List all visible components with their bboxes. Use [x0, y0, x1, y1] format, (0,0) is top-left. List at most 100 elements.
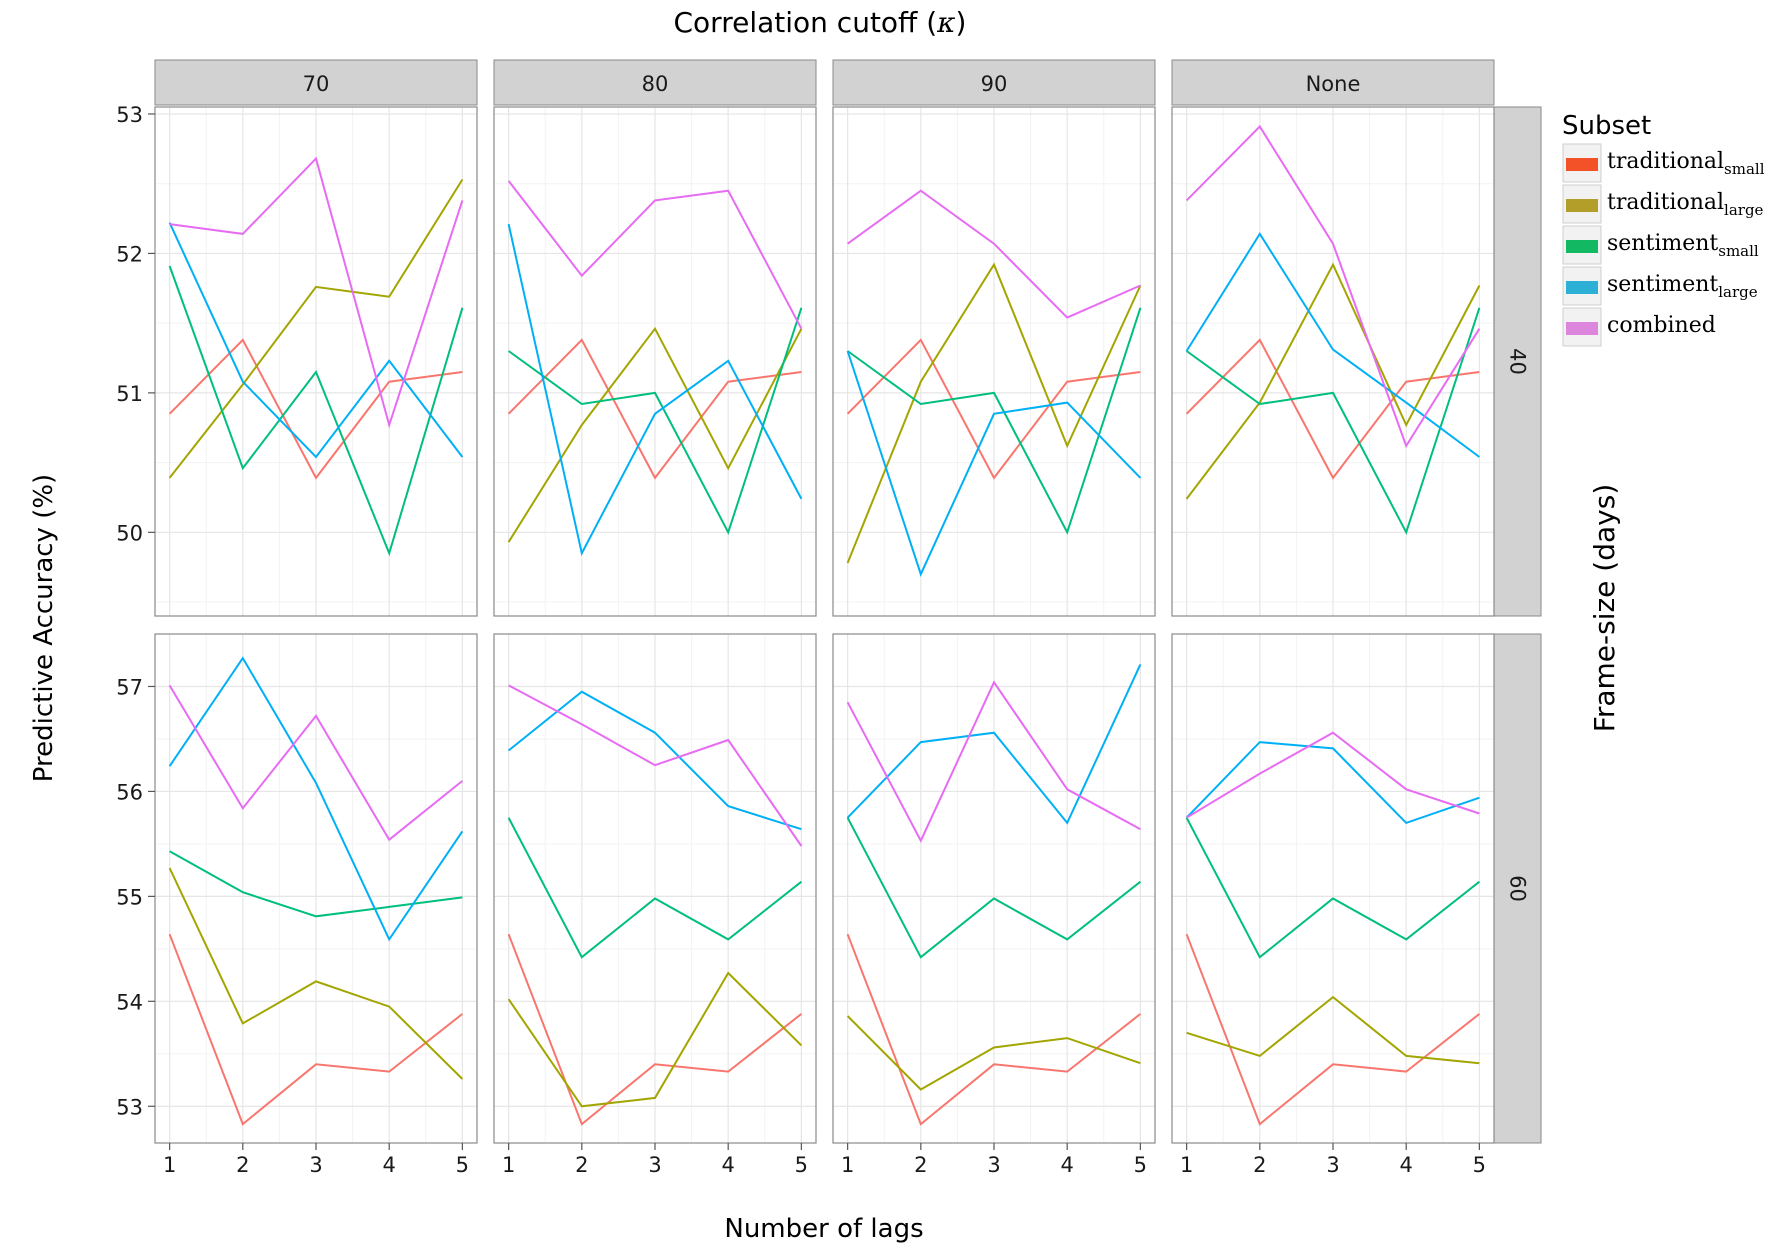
legend-swatch [1566, 281, 1598, 294]
series-line [846, 338, 1141, 480]
x-axis-label: Number of lags [724, 1214, 923, 1244]
series-line [846, 350, 1142, 577]
legend-label: traditionalsmall [1607, 149, 1765, 178]
col-strip-label: 70 [303, 72, 330, 96]
row-strip [1493, 106, 1542, 617]
x-tick-label: 5 [456, 1153, 469, 1177]
series-line [846, 933, 1142, 1126]
panel [832, 106, 1156, 617]
legend-label: sentimentsmall [1607, 231, 1759, 260]
series-line [168, 867, 464, 1080]
series-line [507, 817, 803, 959]
chart-title: Correlation cutoff (κ) [674, 6, 967, 39]
legend-swatch [1566, 240, 1598, 253]
legend-title: Subset [1562, 111, 1651, 141]
series-line [168, 222, 464, 459]
panel [493, 633, 817, 1144]
y-axis-label: Predictive Accuracy (%) [29, 474, 59, 782]
col-strip [1171, 59, 1495, 106]
series-line [846, 680, 1141, 843]
x-tick-label: 2 [575, 1153, 588, 1177]
series-line [1186, 307, 1481, 535]
y-tick-label: 57 [116, 675, 143, 699]
row-facet-axis-label: Frame-size (days) [1588, 484, 1621, 732]
panel-border [154, 106, 478, 617]
y-tick-label: 53 [116, 103, 143, 127]
series-line [507, 971, 803, 1108]
legend-swatch [1566, 158, 1598, 171]
series-line [168, 338, 463, 480]
series-line [846, 1015, 1141, 1091]
legend-label: sentimentlarge [1607, 272, 1758, 301]
x-tick-label: 3 [987, 1153, 1000, 1177]
series-line [168, 265, 464, 557]
y-tick-label: 51 [116, 382, 143, 406]
series-line [507, 338, 802, 480]
x-tick-label: 5 [1473, 1153, 1486, 1177]
series-line [1185, 124, 1481, 449]
series-line [169, 156, 464, 429]
x-tick-label: 1 [841, 1153, 854, 1177]
x-tick-label: 2 [236, 1153, 249, 1177]
panel-border [832, 106, 1156, 617]
series-line [168, 178, 464, 479]
series-line [1186, 731, 1480, 819]
series-line [507, 933, 803, 1126]
panel [1171, 106, 1495, 617]
series-line [846, 262, 1142, 564]
x-tick-label: 2 [914, 1153, 927, 1177]
series-line [507, 223, 803, 557]
panel [493, 106, 817, 617]
legend-label: combined [1607, 313, 1716, 338]
y-tick-label: 55 [116, 885, 143, 909]
y-tick-label: 56 [116, 780, 143, 804]
panel-border [1171, 106, 1495, 617]
legend-swatch [1566, 322, 1598, 335]
y-tick-label: 53 [116, 1095, 143, 1119]
series-line [1185, 262, 1481, 500]
series-line [168, 656, 464, 942]
series-line [1186, 995, 1480, 1065]
col-strip [832, 59, 1156, 106]
panel [154, 106, 478, 617]
series-line [508, 684, 803, 847]
legend: Subset traditionalsmall traditionallarge s… [1562, 111, 1765, 347]
panel [154, 633, 478, 1144]
series-line [846, 817, 1142, 959]
x-tick-label: 3 [648, 1153, 661, 1177]
x-tick-label: 1 [502, 1153, 515, 1177]
y-tick-label: 54 [116, 990, 143, 1014]
panel-border [493, 106, 817, 617]
series-line [847, 307, 1142, 535]
x-tick-label: 1 [1180, 1153, 1193, 1177]
col-strip-label: 90 [981, 72, 1008, 96]
series-line [846, 663, 1142, 825]
series-line [168, 684, 464, 842]
x-tick-label: 4 [1399, 1153, 1412, 1177]
col-strip [493, 59, 817, 106]
series-line [1185, 817, 1481, 959]
x-tick-label: 5 [795, 1153, 808, 1177]
series-line [507, 180, 803, 330]
legend-swatch [1566, 199, 1598, 212]
col-strip [154, 59, 478, 106]
x-tick-label: 5 [1134, 1153, 1147, 1177]
series-line [507, 326, 803, 543]
col-strip-label: 80 [642, 72, 669, 96]
x-tick-label: 4 [721, 1153, 734, 1177]
row-strip [1493, 633, 1542, 1144]
row-strip-label: 60 [1506, 875, 1530, 902]
series-line [1185, 741, 1480, 825]
legend-label: traditionallarge [1607, 190, 1764, 219]
x-tick-label: 3 [309, 1153, 322, 1177]
row-strip-label: 40 [1506, 348, 1530, 375]
panel [832, 633, 1156, 1144]
x-tick-label: 4 [382, 1153, 395, 1177]
series-line [508, 307, 803, 535]
legend-items: traditionalsmall traditionallarge sentimen… [1562, 143, 1765, 347]
x-tick-label: 2 [1253, 1153, 1266, 1177]
series-line [1185, 232, 1480, 458]
x-tick-label: 1 [163, 1153, 176, 1177]
